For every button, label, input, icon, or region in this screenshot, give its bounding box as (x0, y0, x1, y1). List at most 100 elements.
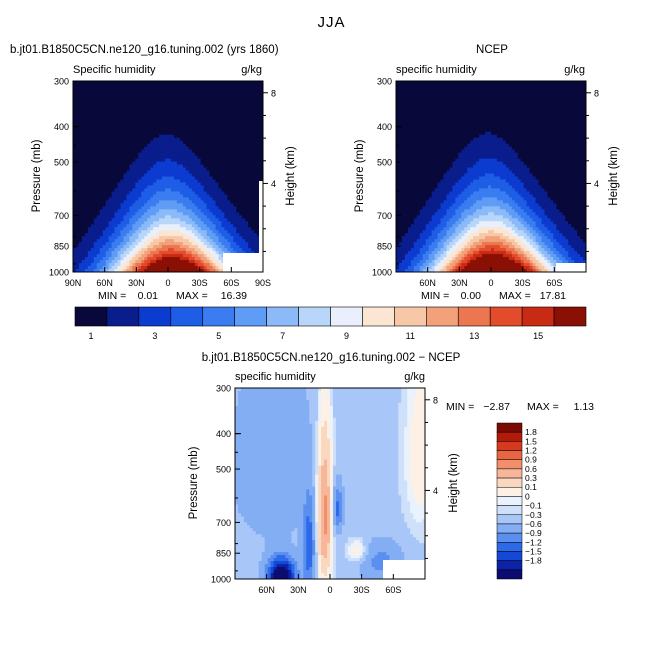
field-cell (233, 92, 237, 97)
field-cell (99, 248, 104, 252)
field-cell (117, 122, 121, 127)
field-cell (179, 239, 184, 243)
field-cell (206, 230, 210, 234)
field-cell (209, 149, 213, 154)
field-cell (197, 83, 202, 88)
field-cell (144, 212, 148, 216)
field-cell (141, 140, 145, 145)
field-cell (398, 98, 403, 103)
field-cell (141, 164, 145, 168)
field-cell (191, 212, 196, 216)
field-cell (583, 107, 587, 112)
field-cell (138, 218, 142, 222)
field-cell (242, 98, 246, 103)
field-cell (218, 263, 222, 267)
field-cell (242, 125, 246, 130)
field-cell (147, 167, 151, 171)
field-cell (508, 113, 513, 118)
field-cell (467, 92, 471, 97)
field-cell (105, 155, 110, 159)
field-cell (580, 86, 584, 91)
field-cell (93, 182, 98, 186)
field-cell (73, 251, 77, 255)
field-cell (221, 242, 225, 246)
field-cell (129, 81, 133, 85)
field-cell (203, 197, 207, 201)
field-cell (105, 101, 110, 106)
field-cell (254, 248, 258, 252)
field-cell (120, 167, 124, 171)
field-cell (260, 143, 264, 148)
field-cell (215, 176, 219, 180)
field-cell (173, 119, 178, 124)
field-cell (206, 197, 210, 201)
field-cell (111, 212, 115, 216)
field-cell (78, 161, 83, 165)
field-cell (105, 104, 110, 109)
field-cell (147, 176, 151, 180)
field-cell (150, 122, 154, 127)
field-cell (123, 98, 127, 103)
field-cell (410, 101, 415, 106)
field-cell (173, 164, 178, 168)
field-cell (547, 113, 551, 118)
field-cell (168, 251, 172, 255)
field-cell (135, 173, 139, 177)
field-cell (179, 95, 184, 100)
field-cell (200, 254, 205, 258)
field-cell (485, 92, 489, 97)
field-cell (78, 158, 83, 162)
field-cell (126, 215, 130, 219)
field-cell (179, 254, 184, 258)
field-cell (99, 113, 104, 118)
field-cell (132, 245, 136, 249)
field-cell (203, 176, 207, 180)
field-cell (206, 206, 210, 210)
field-cell (93, 167, 98, 171)
field-cell (467, 89, 471, 94)
field-cell (416, 107, 421, 112)
field-cell (135, 200, 139, 204)
field-cell (197, 197, 202, 201)
field-cell (218, 221, 222, 225)
field-cell (75, 143, 80, 148)
field-cell (120, 125, 124, 130)
field-cell (218, 128, 222, 133)
field-cell (230, 128, 234, 133)
field-cell (126, 146, 130, 151)
field-cell (179, 242, 184, 246)
field-cell (568, 98, 572, 103)
field-cell (502, 104, 507, 109)
field-cell (170, 251, 175, 255)
field-cell (144, 98, 148, 103)
field-cell (156, 83, 160, 88)
field-cell (75, 224, 80, 228)
field-cell (170, 227, 175, 231)
field-cell (84, 140, 89, 145)
field-cell (105, 149, 110, 154)
field-cell (78, 206, 83, 210)
field-cell (156, 266, 160, 270)
field-cell (535, 98, 539, 103)
field-cell (532, 101, 536, 106)
field-cell (90, 266, 95, 270)
field-cell (230, 176, 234, 180)
field-cell (147, 122, 151, 127)
field-cell (153, 188, 157, 192)
field-cell (230, 197, 234, 201)
field-cell (425, 104, 430, 109)
field-cell (90, 227, 95, 231)
field-cell (191, 206, 196, 210)
field-cell (236, 164, 240, 168)
field-cell (488, 92, 492, 97)
field-cell (135, 149, 139, 154)
field-cell (209, 125, 213, 130)
field-cell (461, 95, 465, 100)
field-cell (93, 104, 98, 109)
field-cell (84, 155, 89, 159)
field-cell (73, 185, 77, 189)
field-cell (117, 98, 121, 103)
field-cell (194, 269, 199, 273)
field-cell (218, 92, 222, 97)
field-cell (245, 212, 249, 216)
